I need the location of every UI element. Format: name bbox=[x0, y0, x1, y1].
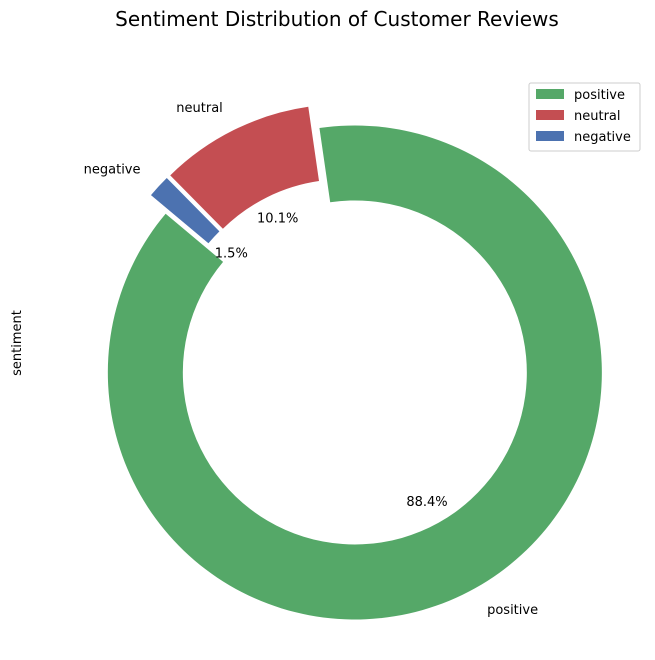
legend-label-positive: positive bbox=[574, 88, 625, 103]
legend-label-neutral: neutral bbox=[574, 109, 621, 124]
percent-label-neutral: 10.1% bbox=[257, 212, 298, 227]
chart-title: Sentiment Distribution of Customer Revie… bbox=[115, 7, 559, 31]
slice-label-negative: negative bbox=[84, 163, 141, 178]
slice-negative bbox=[150, 177, 220, 244]
slice-labels: positive neutral negative bbox=[84, 101, 538, 618]
slice-label-positive: positive bbox=[487, 603, 538, 618]
y-axis-label: sentiment bbox=[10, 310, 25, 376]
donut-slices bbox=[107, 106, 602, 620]
percent-label-negative: 1.5% bbox=[215, 246, 248, 261]
legend-label-negative: negative bbox=[574, 130, 631, 145]
legend-swatch-neutral bbox=[536, 110, 564, 120]
slice-positive bbox=[107, 125, 602, 620]
slice-neutral bbox=[170, 106, 320, 229]
slice-label-neutral: neutral bbox=[176, 101, 223, 116]
percent-labels: 88.4% 10.1% 1.5% bbox=[215, 212, 448, 511]
legend: positive neutral negative bbox=[528, 82, 641, 152]
percent-label-positive: 88.4% bbox=[406, 495, 447, 510]
legend-swatch-negative bbox=[536, 131, 564, 141]
legend-swatch-positive bbox=[536, 89, 564, 99]
